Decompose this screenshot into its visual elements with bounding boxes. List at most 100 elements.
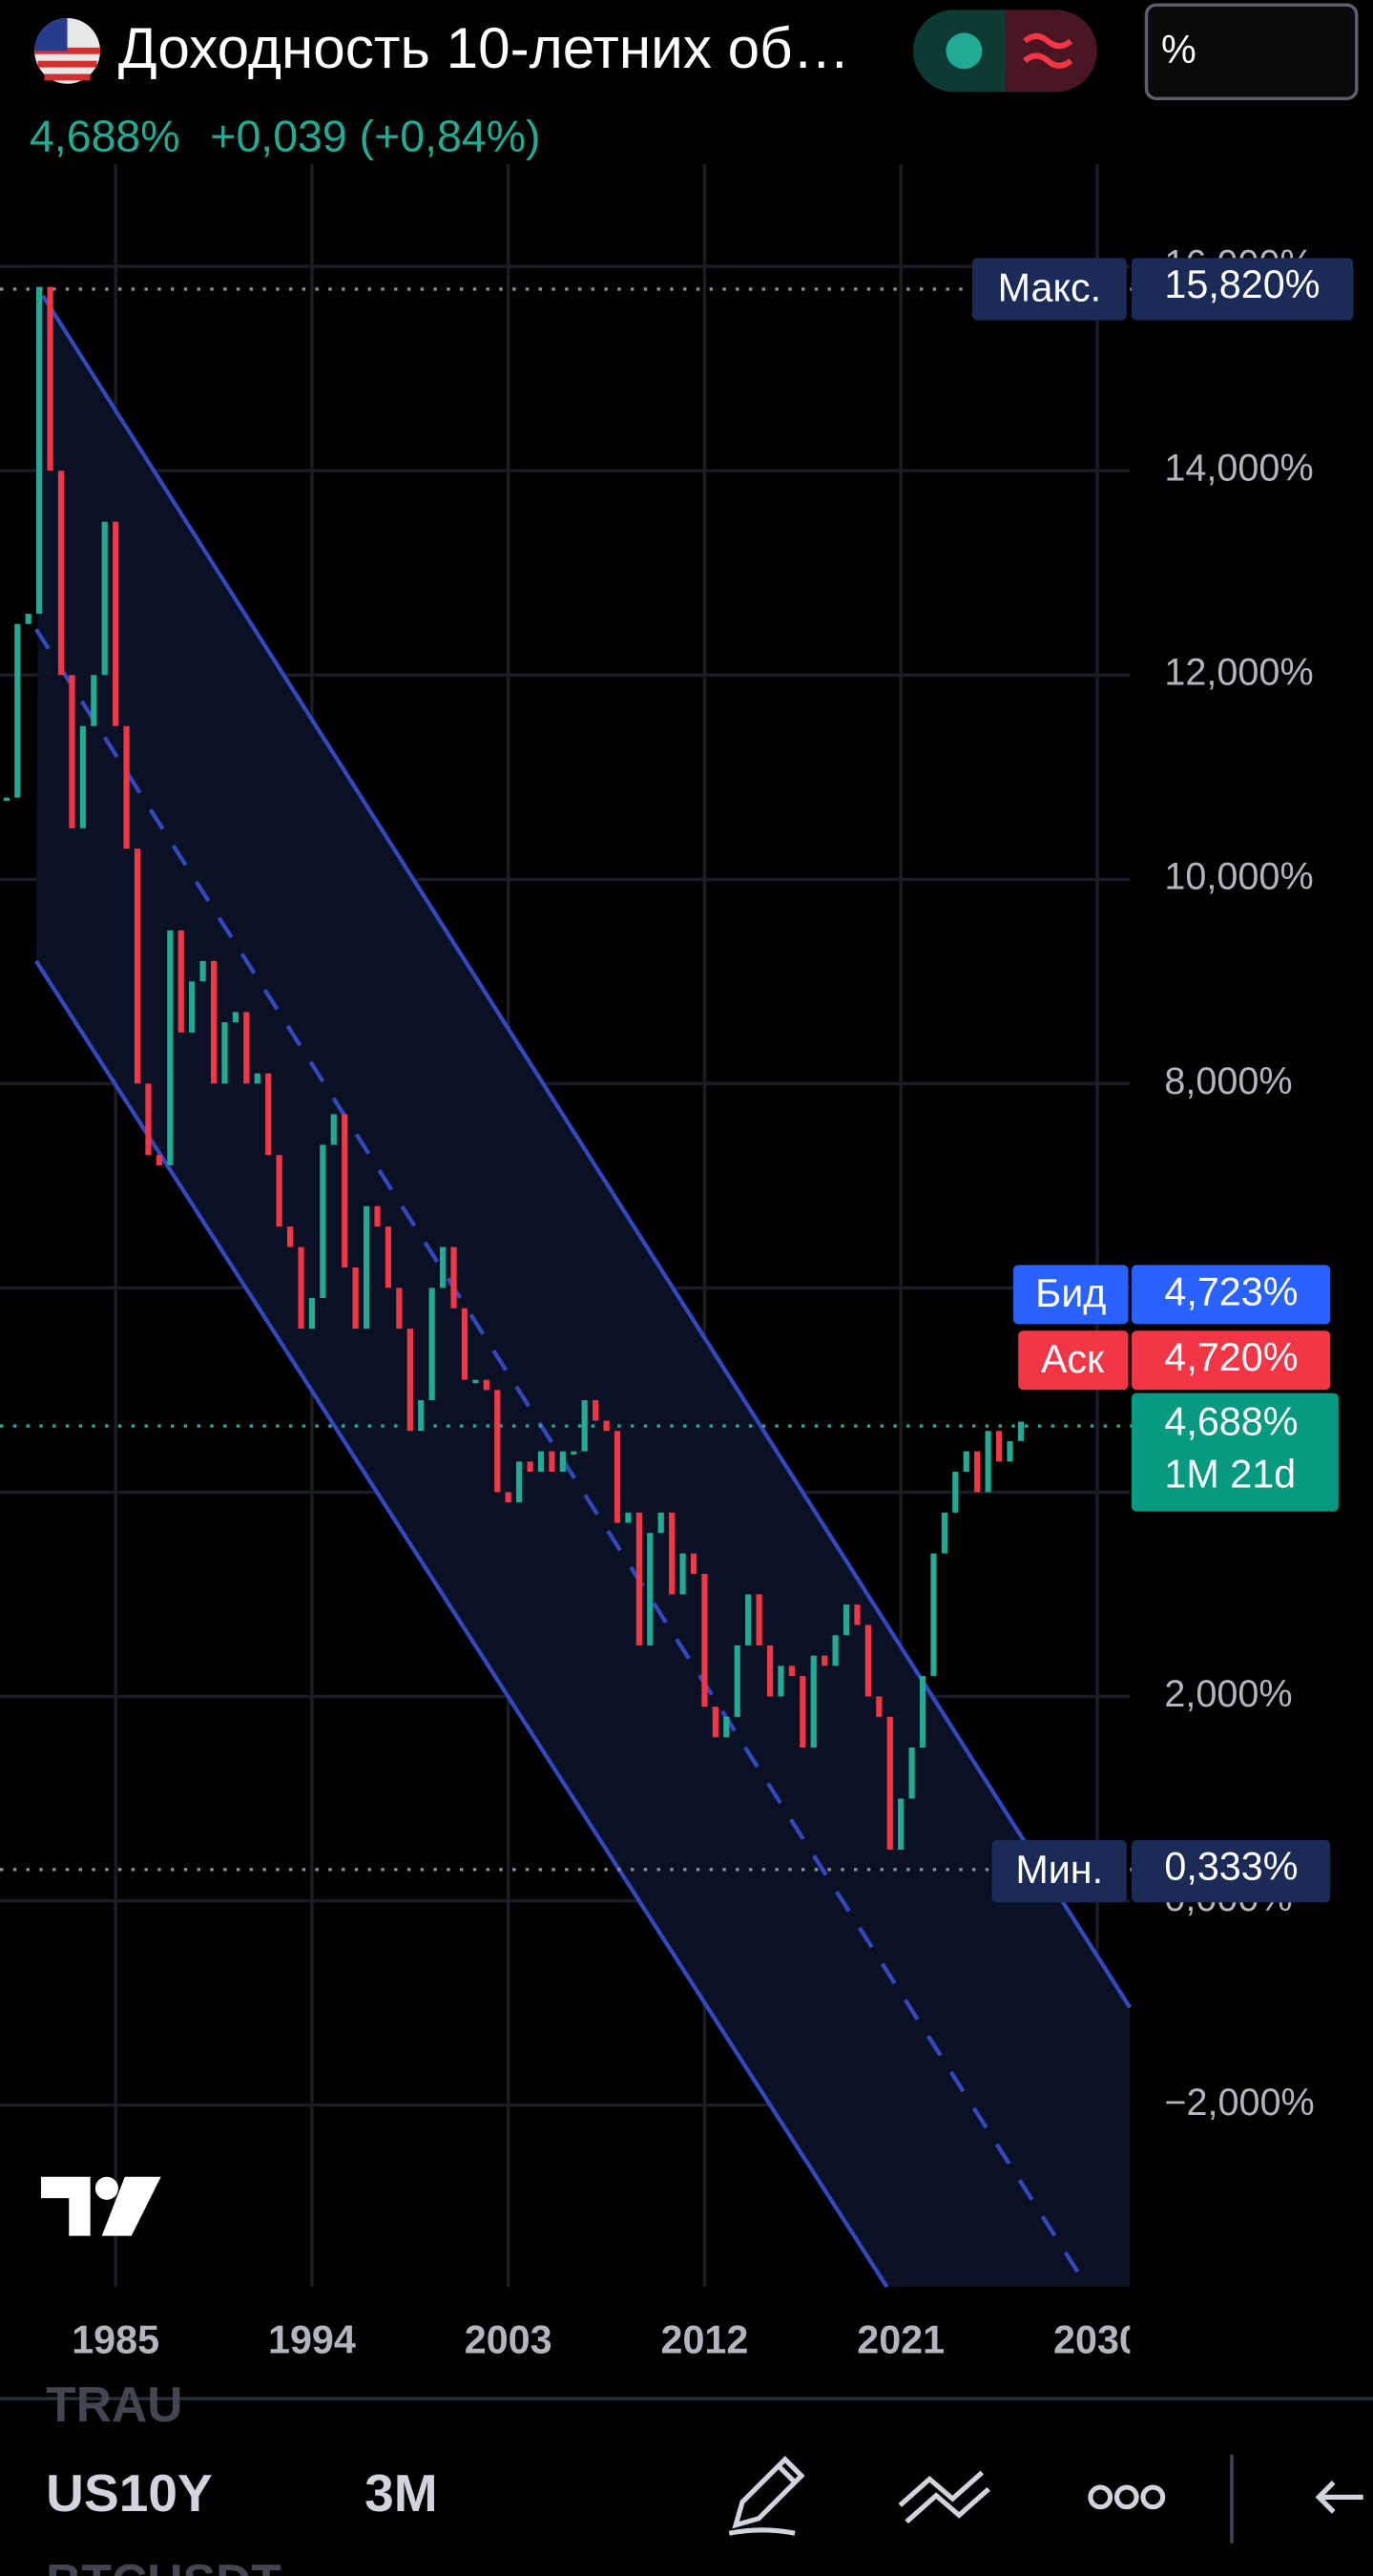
candle <box>91 675 97 726</box>
candle <box>581 1400 588 1452</box>
candle <box>603 1420 610 1432</box>
candle <box>527 1461 533 1473</box>
list-item-above: TRAU <box>46 2377 182 2432</box>
x-tick-label: 2021 <box>857 2317 945 2361</box>
lines-icon[interactable] <box>898 2470 990 2524</box>
candle <box>898 1798 905 1850</box>
y-tick-label: 8,000% <box>1164 1060 1292 1102</box>
x-tick-label: 2030 <box>1053 2317 1141 2361</box>
candle <box>418 1400 425 1432</box>
candle <box>930 1553 937 1677</box>
flag <box>34 17 100 84</box>
candle <box>286 1226 294 1247</box>
y-tick-label: −2,000% <box>1164 2082 1314 2124</box>
candle <box>113 521 119 726</box>
candle <box>614 1431 621 1523</box>
candle <box>963 1451 969 1473</box>
candle <box>276 1155 282 1227</box>
candle <box>210 960 218 1084</box>
candle <box>189 981 196 1033</box>
candle <box>549 1451 555 1473</box>
unit-input[interactable] <box>1144 3 1359 101</box>
undo-icon[interactable] <box>1315 2481 1363 2514</box>
candle <box>243 1012 250 1084</box>
candle <box>974 1451 981 1493</box>
max-label: Макс. <box>998 266 1102 310</box>
candle <box>985 1431 991 1493</box>
max-value: 15,820% <box>1164 262 1320 306</box>
y-tick-label: 12,000% <box>1164 652 1313 694</box>
draw-icon[interactable] <box>728 2456 805 2536</box>
candle <box>3 797 10 802</box>
candle <box>69 675 75 828</box>
candle <box>36 286 43 615</box>
bid-label: Бид <box>1035 1271 1106 1315</box>
candle <box>766 1644 774 1697</box>
symbol-button[interactable]: US10Y <box>46 2463 213 2523</box>
candle <box>1007 1440 1013 1462</box>
candle <box>14 623 21 798</box>
candle <box>908 1747 915 1799</box>
unit-input-text: % <box>1161 28 1196 72</box>
candle <box>101 521 108 676</box>
candle <box>919 1676 926 1748</box>
candle <box>320 1144 326 1299</box>
candle <box>635 1512 642 1645</box>
candle <box>657 1512 664 1534</box>
candle <box>941 1512 948 1554</box>
candle <box>701 1574 708 1707</box>
symbol-title: Доходность 10-летних об… <box>118 15 850 80</box>
candle <box>778 1665 784 1697</box>
candle <box>886 1716 893 1850</box>
candle <box>461 1308 468 1380</box>
min-label: Мин. <box>1015 1848 1103 1892</box>
candle <box>788 1665 795 1677</box>
last-price: 4,688% <box>30 112 180 161</box>
list-item-below: BTCUSDT <box>46 2554 281 2576</box>
candle <box>822 1655 828 1666</box>
candle <box>669 1512 676 1595</box>
candle <box>505 1492 511 1503</box>
candle <box>854 1604 861 1625</box>
candle <box>745 1594 752 1645</box>
candle <box>876 1696 883 1717</box>
candle <box>472 1379 479 1384</box>
candle <box>25 614 31 624</box>
regression-channel <box>34 294 1133 2289</box>
candle <box>232 1012 239 1023</box>
candle <box>363 1205 370 1330</box>
candle <box>864 1624 872 1697</box>
x-tick-label: 2003 <box>465 2317 552 2361</box>
candle <box>79 725 86 828</box>
candle <box>385 1226 392 1288</box>
candle <box>330 1114 337 1145</box>
candle <box>199 960 206 982</box>
candle <box>396 1288 403 1330</box>
candle <box>593 1400 599 1421</box>
status-toggle[interactable] <box>913 10 1097 93</box>
ask-label: Аск <box>1041 1337 1105 1381</box>
candle <box>1017 1421 1025 1441</box>
candle <box>647 1533 654 1645</box>
candle <box>254 1073 260 1084</box>
min-value: 0,333% <box>1164 1845 1298 1889</box>
candle <box>352 1267 359 1330</box>
candle <box>406 1329 413 1432</box>
candle <box>134 848 141 1084</box>
candle <box>723 1716 730 1738</box>
candle <box>571 1451 577 1456</box>
interval-button[interactable]: 3M <box>364 2463 438 2523</box>
candle <box>712 1707 718 1738</box>
candle <box>428 1288 435 1401</box>
candle <box>177 930 184 1033</box>
x-tick-label: 1994 <box>268 2317 356 2361</box>
y-tick-label: 14,000% <box>1164 448 1313 490</box>
bid-badge: Бид 4,723% <box>1013 1265 1331 1325</box>
more-icon[interactable] <box>1088 2484 1166 2510</box>
candle <box>47 286 53 471</box>
candle <box>123 725 130 849</box>
countdown: 1M 21d <box>1164 1452 1296 1496</box>
candle <box>450 1246 457 1309</box>
bid-value: 4,723% <box>1164 1269 1298 1313</box>
